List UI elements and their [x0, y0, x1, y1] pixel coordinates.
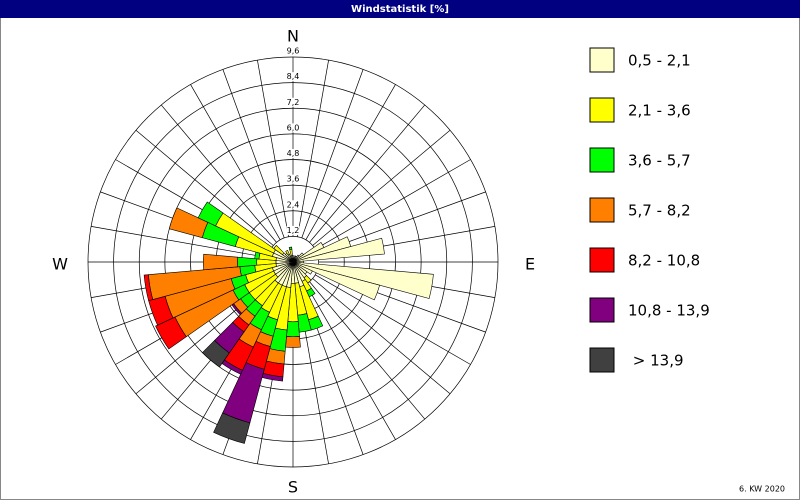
compass-e: E — [525, 255, 535, 274]
ring-label: 4,8 — [287, 149, 300, 158]
title-bar — [0, 0, 800, 18]
ring-label-bg — [286, 123, 300, 133]
spoke — [160, 104, 277, 243]
spoke — [222, 69, 285, 239]
ring-label-bg — [286, 200, 300, 210]
compass-w: W — [52, 255, 68, 274]
chart-title: Windstatistik [%] — [351, 4, 449, 15]
ring-label-bg — [286, 225, 300, 235]
ring-label: 7,2 — [287, 98, 300, 107]
ring-label: 3,6 — [287, 175, 300, 184]
spoke — [315, 159, 471, 250]
wind-segment — [197, 201, 224, 227]
wind-segment — [273, 244, 285, 256]
legend-label: 10,8 - 13,9 — [628, 302, 710, 320]
legend-label: 5,7 - 8,2 — [628, 202, 691, 220]
legend-swatch — [589, 347, 615, 373]
legend-swatch — [589, 297, 615, 323]
wind-segment — [292, 261, 380, 301]
ring-label-bg — [286, 46, 300, 56]
spoke — [312, 129, 451, 246]
footer: 6. KW 2020 — [739, 485, 785, 494]
legend-label: 3,6 - 5,7 — [628, 152, 691, 170]
wind-segment — [143, 274, 154, 302]
spoke — [312, 278, 451, 395]
spoke — [309, 104, 426, 243]
spoke — [190, 84, 281, 240]
legend-label: 0,5 - 2,1 — [628, 52, 691, 70]
ring-label: 8,4 — [287, 72, 300, 81]
ring-label-bg — [286, 174, 300, 184]
legend-swatch — [589, 147, 615, 173]
ring-label-bg — [286, 149, 300, 158]
compass-s: S — [288, 478, 298, 497]
legend-label: 2,1 - 3,6 — [628, 102, 691, 120]
spoke — [309, 281, 426, 420]
wind-segment — [237, 256, 258, 268]
spoke — [315, 274, 471, 365]
spoke — [257, 60, 289, 237]
wind-segment — [203, 253, 239, 271]
ring-label: 6,0 — [287, 123, 300, 132]
wind-segment — [155, 316, 187, 350]
legend-swatch — [589, 247, 615, 273]
wind-segment — [288, 246, 293, 250]
compass-n: N — [287, 27, 299, 46]
wind-segment — [292, 237, 385, 263]
legend-swatch — [589, 97, 615, 123]
legend-label: > 13,9 — [628, 352, 684, 370]
spoke — [305, 284, 396, 440]
ring-label-bg — [286, 97, 300, 107]
ring-label: 9,6 — [287, 47, 300, 56]
spoke — [301, 69, 364, 239]
wind-segment — [201, 340, 230, 368]
spoke — [297, 60, 329, 237]
legend-swatch — [589, 47, 615, 73]
wind-segment — [213, 412, 251, 444]
spoke — [91, 226, 268, 258]
legend-label: 8,2 - 10,8 — [628, 252, 700, 270]
spoke — [135, 129, 274, 246]
wind-segment — [286, 321, 300, 338]
ring-label: 1,2 — [287, 226, 300, 235]
spoke — [305, 84, 396, 240]
wind-segment — [168, 207, 209, 239]
ring-label: 2,4 — [287, 200, 300, 209]
ring-label-bg — [286, 72, 300, 82]
wind-segment — [285, 336, 301, 348]
legend-swatch — [589, 197, 615, 223]
wind-segment — [285, 249, 290, 256]
